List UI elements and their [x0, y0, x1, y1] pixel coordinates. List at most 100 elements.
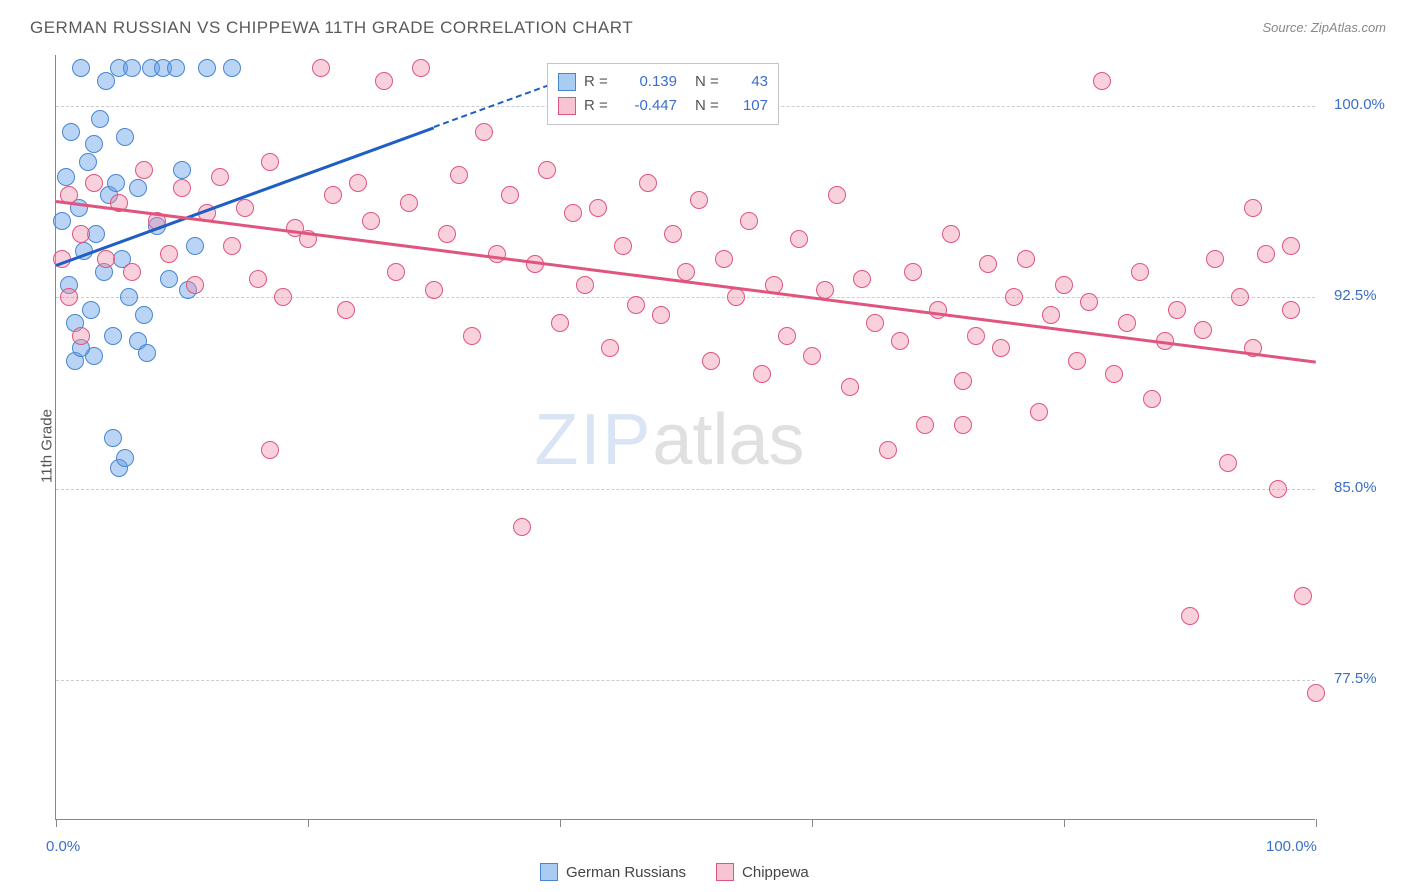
data-point	[62, 123, 80, 141]
gridline	[56, 489, 1315, 490]
data-point	[866, 314, 884, 332]
data-point	[1105, 365, 1123, 383]
data-point	[664, 225, 682, 243]
data-point	[803, 347, 821, 365]
data-point	[1231, 288, 1249, 306]
data-point	[1017, 250, 1035, 268]
data-point	[740, 212, 758, 230]
data-point	[715, 250, 733, 268]
trend-line	[56, 200, 1316, 364]
data-point	[639, 174, 657, 192]
data-point	[324, 186, 342, 204]
data-point	[513, 518, 531, 536]
legend-row: R =0.139N =43	[558, 70, 768, 94]
data-point	[1168, 301, 1186, 319]
data-point	[53, 212, 71, 230]
x-tick	[1064, 819, 1065, 827]
watermark: ZIPatlas	[534, 399, 804, 481]
data-point	[375, 72, 393, 90]
data-point	[1118, 314, 1136, 332]
data-point	[1005, 288, 1023, 306]
data-point	[576, 276, 594, 294]
data-point	[589, 199, 607, 217]
data-point	[211, 168, 229, 186]
data-point	[1055, 276, 1073, 294]
stat-r-label: R =	[584, 97, 614, 114]
y-tick-label: 85.0%	[1334, 479, 1377, 496]
data-point	[942, 225, 960, 243]
data-point	[916, 416, 934, 434]
data-point	[501, 186, 519, 204]
data-point	[425, 281, 443, 299]
x-tick	[308, 819, 309, 827]
data-point	[104, 327, 122, 345]
data-point	[1042, 306, 1060, 324]
data-point	[223, 59, 241, 77]
legend-item: German Russians	[540, 860, 686, 884]
data-point	[1219, 454, 1237, 472]
data-point	[690, 191, 708, 209]
data-point	[1282, 301, 1300, 319]
data-point	[173, 161, 191, 179]
legend-swatch	[540, 863, 558, 881]
data-point	[954, 416, 972, 434]
data-point	[400, 194, 418, 212]
y-tick-label: 77.5%	[1334, 670, 1377, 687]
stat-n-label: N =	[695, 97, 725, 114]
gridline	[56, 680, 1315, 681]
data-point	[1244, 199, 1262, 217]
y-axis-label: 11th Grade	[38, 409, 55, 483]
data-point	[727, 288, 745, 306]
gridline	[56, 297, 1315, 298]
data-point	[160, 270, 178, 288]
stat-r-value: -0.447	[622, 97, 677, 114]
data-point	[123, 263, 141, 281]
x-tick-label: 0.0%	[46, 838, 80, 855]
data-point	[97, 250, 115, 268]
data-point	[1269, 480, 1287, 498]
data-point	[198, 59, 216, 77]
legend-swatch	[716, 863, 734, 881]
stat-n-value: 43	[733, 73, 768, 90]
data-point	[853, 270, 871, 288]
data-point	[60, 288, 78, 306]
data-point	[1294, 587, 1312, 605]
data-point	[186, 237, 204, 255]
data-point	[753, 365, 771, 383]
data-point	[1030, 403, 1048, 421]
data-point	[450, 166, 468, 184]
data-point	[1206, 250, 1224, 268]
data-point	[223, 237, 241, 255]
stat-r-label: R =	[584, 73, 614, 90]
data-point	[879, 441, 897, 459]
legend-item: Chippewa	[716, 860, 809, 884]
data-point	[677, 263, 695, 281]
data-point	[1080, 293, 1098, 311]
data-point	[261, 441, 279, 459]
data-point	[85, 135, 103, 153]
data-point	[601, 339, 619, 357]
data-point	[841, 378, 859, 396]
data-point	[274, 288, 292, 306]
data-point	[790, 230, 808, 248]
data-point	[104, 429, 122, 447]
stats-legend: R =0.139N =43R =-0.447N =107	[547, 63, 779, 125]
data-point	[564, 204, 582, 222]
data-point	[387, 263, 405, 281]
data-point	[107, 174, 125, 192]
data-point	[362, 212, 380, 230]
data-point	[116, 128, 134, 146]
data-point	[236, 199, 254, 217]
stat-r-value: 0.139	[622, 73, 677, 90]
data-point	[1282, 237, 1300, 255]
data-point	[979, 255, 997, 273]
chart-title: GERMAN RUSSIAN VS CHIPPEWA 11TH GRADE CO…	[30, 18, 633, 38]
legend-label: German Russians	[566, 864, 686, 881]
data-point	[627, 296, 645, 314]
data-point	[91, 110, 109, 128]
data-point	[120, 288, 138, 306]
series-legend: German Russians Chippewa	[540, 860, 809, 884]
data-point	[116, 449, 134, 467]
data-point	[1143, 390, 1161, 408]
data-point	[538, 161, 556, 179]
